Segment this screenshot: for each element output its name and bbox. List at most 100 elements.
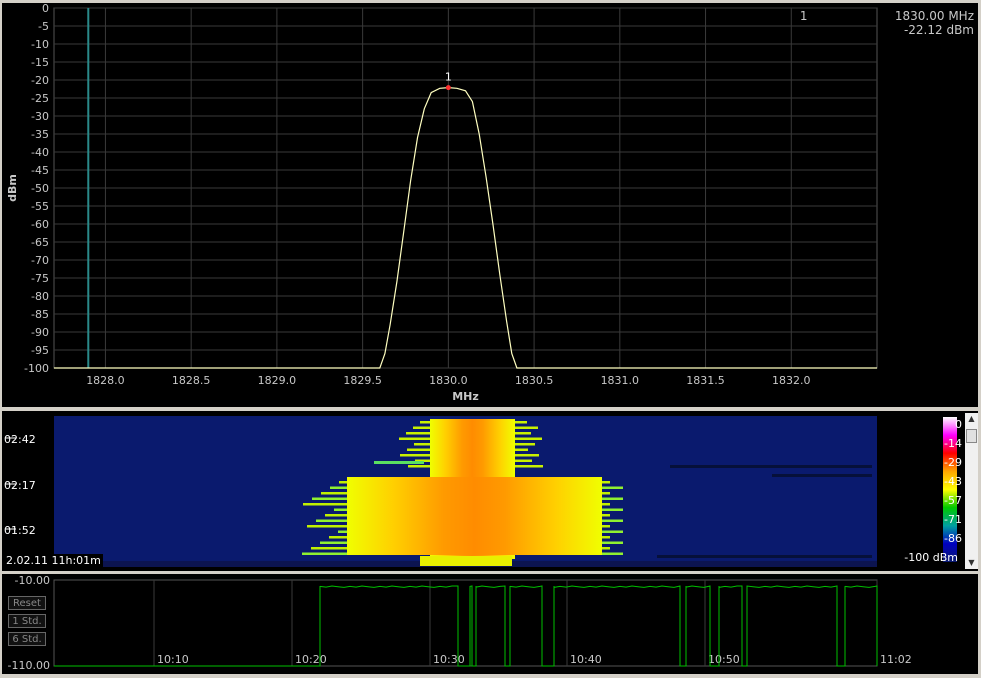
waterfall-edge — [515, 443, 535, 446]
six-std-button[interactable]: 6 Std. — [8, 632, 46, 646]
x-tick-label: 1832.0 — [772, 374, 811, 387]
waterfall-edge — [602, 530, 623, 533]
waterfall-edge — [325, 514, 347, 517]
marker-readout-id: 1 — [799, 9, 808, 23]
waterfall-edge — [329, 536, 347, 539]
y-tick-label: -50 — [31, 182, 49, 195]
y-tick-label: -95 — [31, 344, 49, 357]
waterfall-edge — [407, 448, 430, 451]
y-tick-label: -25 — [31, 92, 49, 105]
y-tick-label: -30 — [31, 110, 49, 123]
trend-line — [54, 585, 878, 667]
y-tick-label: -20 — [31, 74, 49, 87]
waterfall-edge — [515, 454, 539, 457]
y-tick-label: -60 — [31, 218, 49, 231]
waterfall-panel[interactable]: 02:42 02:17 01:52 2.02.11 11h:01m 0 -14 … — [2, 411, 978, 571]
colorbar-label: -71 — [944, 513, 962, 526]
x-tick-label: 1831.0 — [601, 374, 640, 387]
waterfall-edge — [413, 426, 430, 429]
x-axis-title: MHz — [452, 390, 479, 403]
waterfall-edge — [602, 481, 610, 484]
waterfall-edge — [415, 459, 430, 462]
waterfall-edge — [420, 421, 430, 424]
y-tick-label: -15 — [31, 56, 49, 69]
colorbar-label: -57 — [944, 494, 962, 507]
marker-level: -22.12 dBm — [903, 23, 974, 37]
trend-panel[interactable]: -10.00 -110.00 10:10 10:20 10:30 10:40 10:50 11… — [2, 574, 978, 674]
x-tick-label: 1830.0 — [429, 374, 468, 387]
y-tick-label: 0 — [42, 3, 49, 15]
waterfall-datetime: 2.02.11 11h:01m — [4, 554, 103, 567]
trend-y-max-label: -10.00 — [15, 574, 50, 587]
scroll-down-icon[interactable]: ▼ — [968, 558, 975, 567]
x-tick-label: 1828.0 — [86, 374, 125, 387]
waterfall-edge — [602, 486, 623, 489]
spectrum-chart[interactable]: 0 -5 -10 -15 -20 -25 -30 -35 -40 -45 -50 -55 -60 -65 -… — [2, 2, 978, 407]
waterfall-edge — [374, 461, 424, 464]
trend-x-tick-label: 11:02 — [880, 653, 912, 666]
waterfall-edge — [400, 454, 430, 457]
waterfall-edge — [602, 519, 623, 522]
scroll-up-icon[interactable]: ▲ — [968, 414, 975, 423]
colorbar-label: -14 — [944, 437, 962, 450]
y-tick-label: -40 — [31, 146, 49, 159]
x-tick-label: 1828.5 — [172, 374, 211, 387]
waterfall-edge — [602, 492, 610, 495]
y-tick-label: -45 — [31, 164, 49, 177]
waterfall-edge — [338, 530, 347, 533]
x-tick-label: 1829.5 — [343, 374, 382, 387]
waterfall-edge — [602, 503, 610, 506]
y-tick-label: -100 — [24, 362, 49, 375]
marker-point[interactable] — [445, 85, 451, 91]
trend-x-tick-label: 10:30 — [433, 653, 465, 666]
y-tick-label: -55 — [31, 200, 49, 213]
x-tick-label: 1831.5 — [686, 374, 725, 387]
colorbar-scrollbar[interactable]: ▲ ▼ — [965, 413, 978, 569]
y-tick-label: -75 — [31, 272, 49, 285]
waterfall-edge — [515, 448, 528, 451]
waterfall-edge — [602, 552, 623, 555]
waterfall-edge — [602, 541, 623, 544]
trend-x-tick-label: 10:20 — [295, 653, 327, 666]
trend-x-tick-label: 10:40 — [570, 653, 602, 666]
y-tick-label: -65 — [31, 236, 49, 249]
waterfall-edge — [515, 465, 543, 468]
waterfall-edge — [515, 426, 538, 429]
waterfall-edge — [515, 459, 532, 462]
y-tick-label: -5 — [38, 20, 49, 33]
colorbar-label: -29 — [944, 456, 962, 469]
signal-burst — [347, 477, 602, 555]
trend-chart[interactable]: -10.00 -110.00 10:10 10:20 10:30 10:40 10:50 11… — [2, 574, 978, 674]
waterfall-edge — [399, 437, 430, 440]
colorbar-label: -43 — [944, 475, 962, 488]
marker-readout: 1 1830.00 MHz -22.12 dBm — [800, 9, 974, 37]
waterfall-edge — [602, 547, 610, 550]
y-tick-label: -85 — [31, 308, 49, 321]
waterfall-edge — [303, 503, 347, 506]
spectrum-panel[interactable]: 0 -5 -10 -15 -20 -25 -30 -35 -40 -45 -50 -55 -60 -65 -… — [2, 2, 978, 407]
waterfall-edge — [339, 481, 347, 484]
trend-y-min-label: -110.00 — [8, 659, 50, 672]
waterfall-edge — [334, 508, 347, 511]
one-std-button[interactable]: 1 Std. — [8, 614, 46, 628]
waterfall-time-label: 02:17 — [4, 479, 36, 492]
waterfall-edge — [307, 525, 347, 528]
waterfall-edge — [330, 486, 347, 489]
waterfall-edge — [312, 497, 347, 500]
reset-button[interactable]: Reset — [8, 596, 46, 610]
waterfall-edge — [321, 492, 347, 495]
waterfall-edge — [515, 421, 527, 424]
waterfall-edge — [414, 443, 430, 446]
y-tick-label: -10 — [31, 38, 49, 51]
waterfall-edge — [311, 547, 347, 550]
waterfall-edge — [316, 519, 347, 522]
waterfall-edge — [602, 497, 623, 500]
waterfall-edge — [602, 508, 623, 511]
waterfall-time-label: 02:42 — [4, 433, 36, 446]
trend-x-tick-label: 10:10 — [157, 653, 189, 666]
waterfall-heatmap[interactable] — [2, 411, 978, 571]
scroll-thumb[interactable] — [966, 429, 977, 443]
colorbar-label: -100 dBm — [904, 551, 958, 564]
y-tick-label: -80 — [31, 290, 49, 303]
x-tick-label: 1830.5 — [515, 374, 554, 387]
